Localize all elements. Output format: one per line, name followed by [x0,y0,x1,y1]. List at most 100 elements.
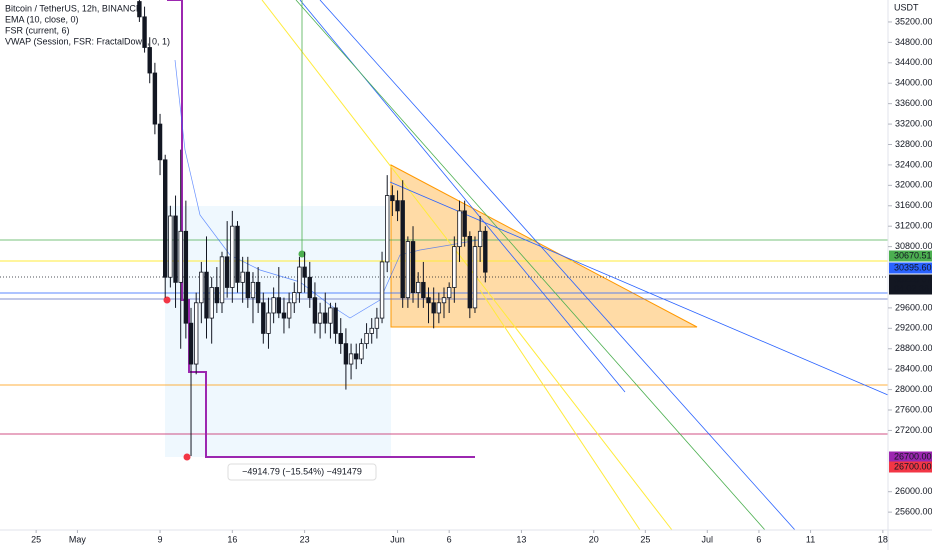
candle-body [364,333,369,345]
y-tick-label: 33600.00 [895,98,932,108]
candle-body [410,241,416,293]
candle-body [276,297,281,314]
candle-body [163,159,168,278]
indicator: VWAP (Session, FSR: FractalDown, 0, 1) [5,36,170,46]
triangle [390,164,698,328]
candle-body [188,322,194,365]
price-tag-label: 26700.00 [894,451,932,461]
candle-body [199,271,204,304]
anchor-dot [298,250,306,258]
candle-body [157,123,163,161]
candle-body [209,287,214,319]
y-tick-label: 27600.00 [895,404,932,414]
measure-box [227,463,377,481]
candle-body [354,353,359,360]
price-tag-label: 26700.00 [894,461,932,471]
candle-body [302,266,307,278]
candle-body [230,225,235,288]
candle-body [245,271,251,299]
candle-body [323,312,328,324]
y-tick-label: 32800.00 [895,139,932,149]
candle-body [467,236,473,309]
y-tick-label: 27200.00 [895,425,932,435]
candle-body [400,200,405,299]
indicator: FSR (current, 6) [5,25,70,35]
candle-body [255,281,261,304]
candle-body [405,241,411,299]
x-tick-label: 6 [756,534,761,544]
candle-body [436,302,442,314]
x-tick-label: 20 [589,534,599,544]
candle-body [317,312,323,324]
trend-line [389,181,889,396]
range-box [165,206,391,457]
trend-line [319,0,796,531]
y-tick-label: 29600.00 [895,302,932,312]
anchor-dot [183,453,191,461]
chart-title: Bitcoin / TetherUS, 12h, BINANCE [5,3,142,13]
y-tick-label: 34000.00 [895,78,932,88]
candle-body [333,307,338,334]
drawings [0,0,889,531]
candle-body [307,276,312,299]
candle-body [204,271,209,319]
y-tick-label: 28800.00 [895,343,932,353]
candle-body [219,256,225,304]
measure-label: −4914.79 (−15.54%) −491479 [242,466,362,476]
candle-body [297,266,302,293]
price-tag [889,262,932,274]
candle-body [338,333,343,345]
price-tag [889,461,932,473]
candle-body [235,225,240,283]
candle-body [390,195,395,202]
x-tick-label: Jul [702,534,714,544]
trend-line [295,0,766,531]
candle-body [415,281,421,293]
y-tick-label: 33200.00 [895,118,932,128]
candle-body [379,261,385,319]
y-tick-label: 34800.00 [895,37,932,47]
candle-body [359,343,364,360]
candle-body [286,302,292,319]
candle-body [214,287,220,304]
candle-body [421,281,426,299]
y-tick-label: 34400.00 [895,57,932,67]
x-axis-bg [0,530,932,550]
price-tag-label: 30670.51 [894,250,932,260]
price-tag [889,283,932,295]
candle-body [441,297,447,304]
x-tick-label: 25 [31,534,41,544]
candle-body [348,353,354,365]
y-tick-label: 31200.00 [895,221,932,231]
anchor-dot [163,296,171,304]
y-tick-label: 25600.00 [895,507,932,517]
candle-body [385,195,390,263]
candle-body [431,302,436,314]
candles [137,0,488,456]
candle-body [426,297,431,304]
x-tick-label: 16 [227,534,237,544]
candle-body [462,210,467,237]
price-tag-label: 30220.07 [894,274,932,284]
candle-body [250,281,256,299]
candle-body [152,72,158,125]
y-unit: USDT [894,2,919,12]
candle-body [472,246,478,309]
y-tick-label: 35200.00 [895,16,932,26]
y-tick-label: 30800.00 [895,241,932,251]
candle-body [452,246,457,288]
candle-body [193,302,199,365]
price-tag [889,250,932,262]
candle-body [178,230,183,283]
candle-body [483,230,488,273]
x-tick-label: 18 [878,534,888,544]
candle-body [477,230,483,248]
x-tick-label: May [69,534,87,544]
y-tick-label: 26000.00 [895,486,932,496]
y-tick-label: 31600.00 [895,200,932,210]
candle-body [266,312,271,334]
candle-body [271,297,276,314]
candle-body [147,47,152,74]
candle-body [374,317,380,329]
